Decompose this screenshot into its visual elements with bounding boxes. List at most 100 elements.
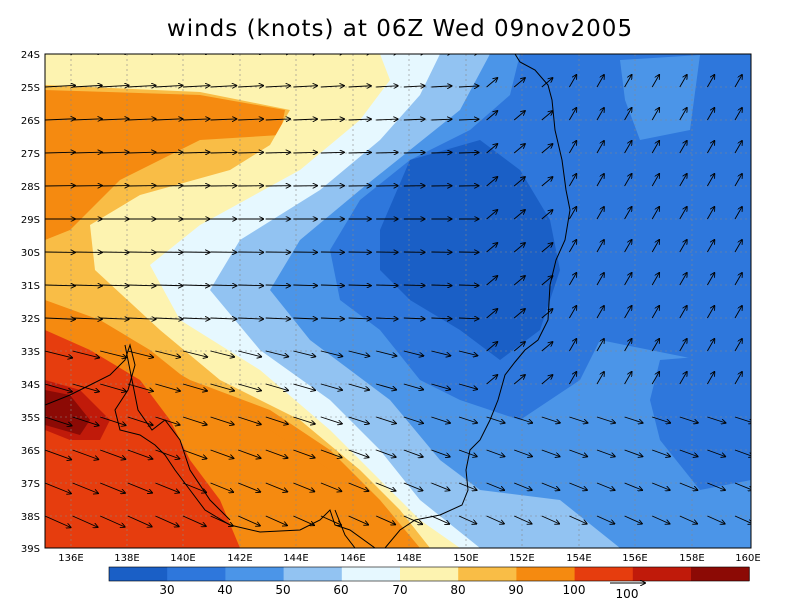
wind-vector: [652, 416, 670, 423]
wind-vector: [569, 339, 576, 352]
wind-vector: [624, 54, 626, 55]
wind-vector: [155, 449, 179, 459]
lon-label: 152E: [509, 553, 534, 564]
wind-vector: [569, 449, 587, 456]
wind-vector: [651, 273, 659, 286]
wind-vector: [734, 482, 751, 490]
wind-vector: [513, 276, 525, 286]
wind-vector: [624, 240, 632, 253]
wind-vector: [100, 152, 129, 153]
lat-label: 25S: [21, 83, 40, 94]
wind-vector: [403, 318, 425, 319]
reference-vector: 100: [610, 583, 645, 600]
wind-vector: [320, 318, 344, 319]
wind-vector: [541, 375, 553, 385]
wind-vector: [651, 240, 659, 253]
wind-vector: [265, 119, 290, 120]
wind-vector: [458, 350, 477, 356]
wind-vectors: [45, 54, 751, 561]
wind-vector: [265, 416, 288, 424]
wind-vector: [182, 285, 209, 286]
wind-vector: [182, 449, 206, 459]
wind-vector: [486, 78, 498, 88]
wind-vector: [541, 482, 560, 490]
wind-vector: [734, 339, 742, 352]
wind-vector: [238, 449, 260, 458]
wind-vector: [624, 482, 643, 490]
wind-vector: [486, 482, 505, 490]
wind-vector: [182, 86, 209, 87]
wind-vector: [734, 174, 742, 187]
wind-vector: [486, 416, 505, 423]
wind-vector: [155, 119, 182, 120]
map-title: winds (knots) at 06Z Wed 09nov2005: [166, 16, 634, 42]
wind-vector: [100, 85, 129, 87]
wind-vector: [348, 482, 369, 491]
lat-label: 29S: [21, 215, 40, 226]
wind-vector: [707, 75, 714, 88]
lat-label: 31S: [21, 281, 40, 292]
wind-vector: [651, 207, 659, 220]
lon-label: 148E: [396, 553, 421, 564]
wind-vector: [652, 549, 669, 557]
wind-vector: [293, 515, 314, 525]
wind-vector: [127, 482, 152, 493]
wind-vector: [403, 449, 423, 457]
wind-vector: [679, 108, 687, 121]
wind-vector: [735, 54, 736, 55]
wind-vector: [320, 416, 342, 424]
wind-vector: [293, 152, 317, 153]
wind-vector: [431, 449, 449, 457]
lon-label: 140E: [170, 553, 195, 564]
wind-vector: [127, 515, 152, 527]
wind-vector: [182, 515, 206, 526]
wind-vector: [542, 549, 559, 557]
wind-vector: [734, 449, 751, 456]
wind-vector: [127, 318, 156, 319]
wind-vector: [513, 177, 525, 187]
wind-vector: [210, 383, 234, 391]
wind-vector: [72, 416, 99, 425]
wind-vector: [155, 515, 178, 526]
wind-vector: [210, 86, 237, 87]
lat-label: 34S: [21, 380, 40, 391]
wind-vector: [155, 152, 182, 153]
wind-vector: [596, 207, 604, 220]
wind-vector: [707, 207, 714, 220]
wind-vector: [265, 285, 290, 286]
wind-vector: [734, 416, 751, 423]
lon-label: 138E: [114, 553, 139, 564]
wind-vector: [320, 482, 341, 491]
wind-vector: [238, 383, 261, 391]
wind-vector: [431, 86, 451, 87]
wind-vector: [320, 285, 344, 286]
colorbar-label: 90: [508, 583, 523, 597]
wind-vector: [155, 85, 182, 87]
lat-label: 36S: [21, 446, 40, 457]
wind-vector: [72, 449, 99, 459]
lat-label: 26S: [21, 116, 40, 127]
wind-vector: [210, 515, 233, 526]
wind-vector: [569, 207, 576, 220]
wind-vector: [238, 86, 263, 87]
wind-vector: [651, 174, 659, 187]
wind-vector: [182, 152, 209, 153]
wind-vector: [431, 416, 450, 423]
wind-vector: [210, 350, 235, 357]
reference-vector-label: 100: [616, 587, 639, 600]
wind-vector: [238, 515, 260, 526]
graticule: [45, 54, 751, 548]
wind-vector: [45, 119, 75, 120]
wind-vector: [541, 243, 553, 253]
lat-label: 35S: [21, 413, 40, 424]
wind-vector: [679, 372, 687, 385]
wind-vector: [238, 119, 263, 120]
wind-vector: [624, 515, 642, 524]
wind-vector: [486, 144, 498, 154]
lon-label: 158E: [679, 553, 704, 564]
wind-vector: [458, 119, 478, 120]
wind-vector: [127, 383, 153, 391]
wind-vector: [679, 75, 687, 88]
wind-vector: [265, 515, 287, 525]
